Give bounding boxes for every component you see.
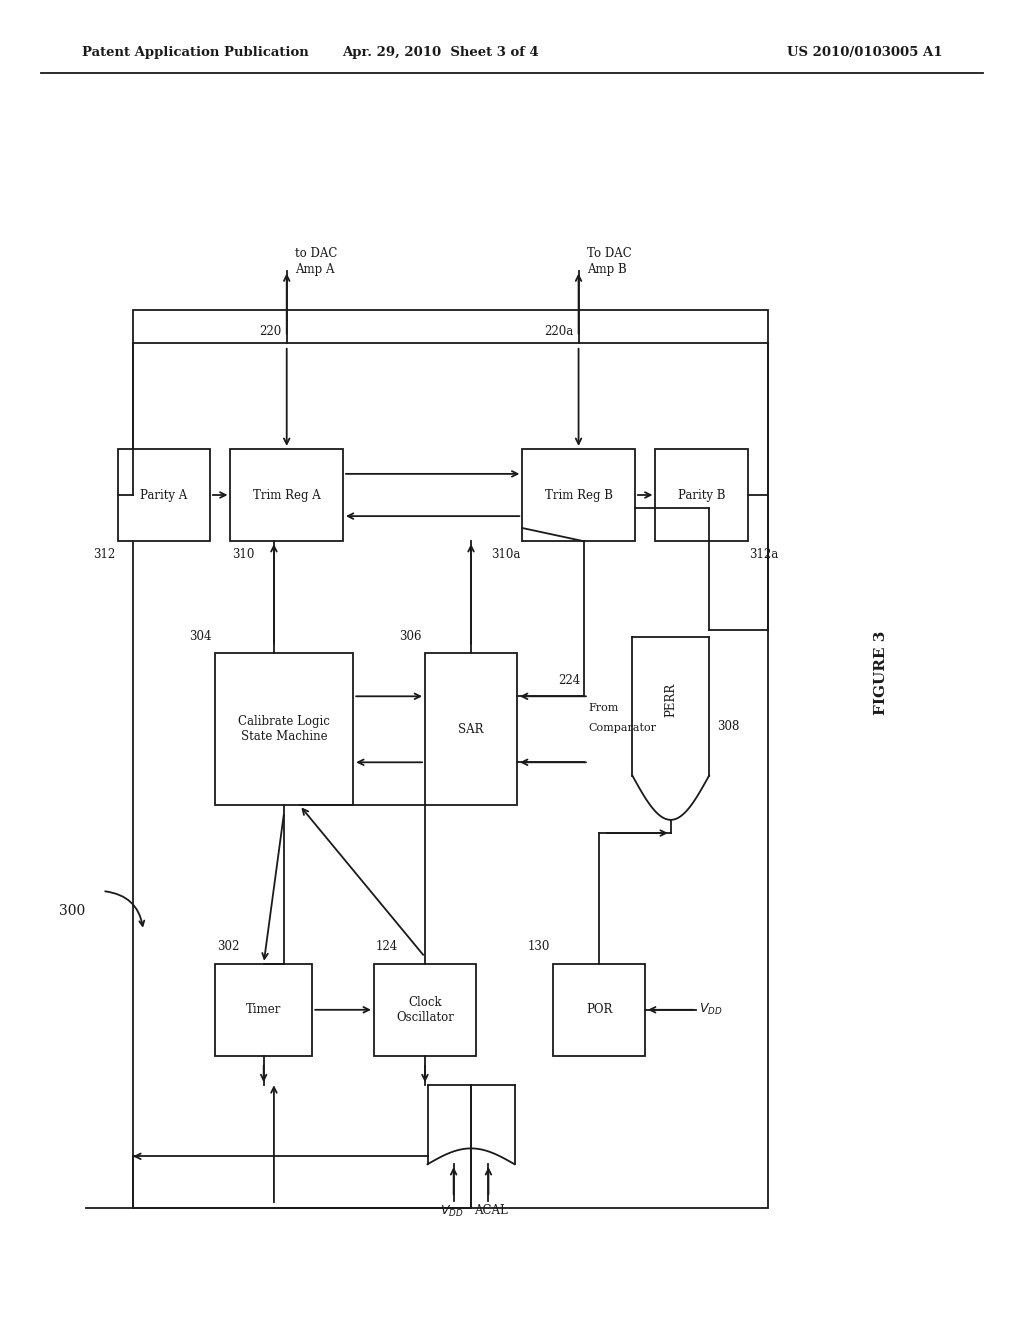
Text: Clock
Oscillator: Clock Oscillator <box>396 995 454 1024</box>
Text: Calibrate Logic
State Machine: Calibrate Logic State Machine <box>239 715 330 743</box>
Text: 306: 306 <box>399 630 422 643</box>
FancyBboxPatch shape <box>230 449 343 541</box>
Text: 310a: 310a <box>490 548 520 561</box>
Text: From: From <box>589 704 620 713</box>
Text: 220a: 220a <box>544 325 573 338</box>
Text: FIGURE 3: FIGURE 3 <box>873 631 888 715</box>
FancyBboxPatch shape <box>522 449 635 541</box>
Text: Patent Application Publication: Patent Application Publication <box>82 46 308 59</box>
Text: SAR: SAR <box>459 723 483 735</box>
Text: Amp B: Amp B <box>587 263 627 276</box>
Text: $V_{DD}$: $V_{DD}$ <box>699 1002 723 1018</box>
FancyBboxPatch shape <box>425 653 517 805</box>
Text: 310: 310 <box>232 548 255 561</box>
Text: 130: 130 <box>527 940 550 953</box>
Text: 304: 304 <box>189 630 212 643</box>
Text: Trim Reg A: Trim Reg A <box>253 488 321 502</box>
Text: 302: 302 <box>217 940 240 953</box>
Text: To DAC: To DAC <box>587 247 632 260</box>
Text: 220: 220 <box>259 325 282 338</box>
FancyBboxPatch shape <box>215 653 353 805</box>
Text: US 2010/0103005 A1: US 2010/0103005 A1 <box>786 46 942 59</box>
Text: Apr. 29, 2010  Sheet 3 of 4: Apr. 29, 2010 Sheet 3 of 4 <box>342 46 539 59</box>
Text: 124: 124 <box>376 940 398 953</box>
Text: Trim Reg B: Trim Reg B <box>545 488 612 502</box>
FancyBboxPatch shape <box>118 449 210 541</box>
Text: 308: 308 <box>717 719 739 733</box>
Text: 312: 312 <box>93 548 116 561</box>
FancyBboxPatch shape <box>553 964 645 1056</box>
Text: $V_{DD}$: $V_{DD}$ <box>439 1204 464 1218</box>
Text: 300: 300 <box>58 904 85 917</box>
FancyBboxPatch shape <box>374 964 476 1056</box>
Text: Parity A: Parity A <box>140 488 187 502</box>
Text: POR: POR <box>586 1003 612 1016</box>
Text: 224: 224 <box>558 675 581 686</box>
FancyArrowPatch shape <box>105 891 144 925</box>
Text: ACAL: ACAL <box>474 1204 507 1217</box>
Text: Timer: Timer <box>246 1003 282 1016</box>
Text: 312a: 312a <box>750 548 779 561</box>
FancyBboxPatch shape <box>215 964 312 1056</box>
Text: PERR: PERR <box>665 682 677 717</box>
FancyBboxPatch shape <box>655 449 748 541</box>
Text: Amp A: Amp A <box>295 263 335 276</box>
Text: Comparator: Comparator <box>589 723 656 734</box>
Text: to DAC: to DAC <box>295 247 337 260</box>
Text: Parity B: Parity B <box>678 488 725 502</box>
